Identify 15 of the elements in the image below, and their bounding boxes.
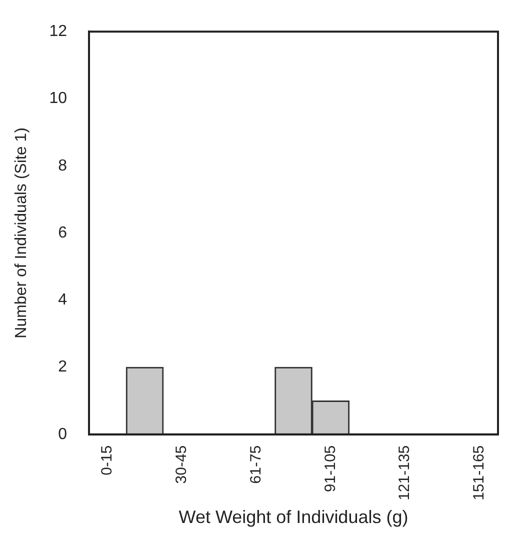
x-tick-label: 30-45 xyxy=(173,445,190,484)
y-tick-label: 10 xyxy=(49,90,68,108)
x-axis-title: Wet Weight of Individuals (g) xyxy=(178,507,408,528)
y-tick-label: 0 xyxy=(58,426,68,443)
y-tick-label: 12 xyxy=(49,23,68,40)
x-tick-label: 0-15 xyxy=(98,445,116,476)
y-axis-title: Number of Individuals (Site 1) xyxy=(13,128,30,338)
x-tick-label: 151-165 xyxy=(470,445,488,500)
x-tick-label: 121-135 xyxy=(396,445,414,500)
y-tick-label: 2 xyxy=(58,358,68,376)
x-tick-label: 91-105 xyxy=(322,445,339,492)
y-tick-label: 8 xyxy=(58,157,68,174)
y-tick-label: 6 xyxy=(58,224,68,242)
y-tick-label: 4 xyxy=(58,292,68,309)
x-tick-label: 61-75 xyxy=(247,445,264,484)
